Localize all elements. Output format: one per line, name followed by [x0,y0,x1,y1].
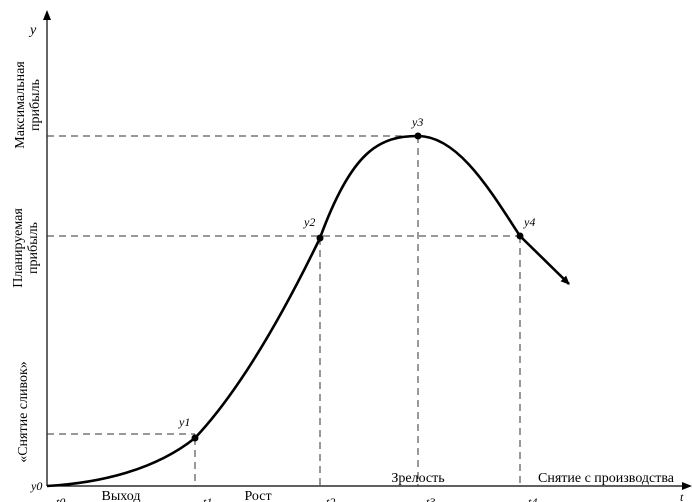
skimming-text: «Снятие сливок» [16,361,31,463]
max-profit-label: Максимальная прибыль [13,61,43,149]
stage-intro-label: Выход [102,489,141,502]
y-axis-label: y [28,23,37,38]
point-y2-label: y2 [303,215,315,229]
stage-maturity-label: Зрелость [391,471,444,486]
stage-growth-label: Рост [244,489,271,502]
point-y2-marker [316,234,324,242]
point-y3-label: y3 [411,115,423,129]
max-profit-line-1: Максимальная [13,61,28,149]
planned-profit-line-2: прибыль [26,222,41,274]
planned-profit-label: Планируемая прибыль [11,208,41,288]
point-y4-marker [516,232,524,240]
t3-label: t3 [426,495,435,502]
point-y3-marker [414,132,422,140]
point-y1-label: y1 [178,415,190,429]
stage-withdrawal-label: Снятие с производства [538,471,675,486]
life-cycle-curve [46,134,522,488]
point-y1-marker [191,434,199,442]
t0-label: t0 [56,495,65,502]
max-profit-line-2: прибыль [28,79,43,131]
x-axis-label: t [680,490,684,502]
decline-arrow [519,235,570,285]
origin-label: y0 [30,479,42,493]
planned-profit-line-1: Планируемая [11,208,26,288]
x-axis-arrow-icon [682,482,692,490]
y-axis-arrow-icon [43,10,51,20]
t1-label: t1 [203,495,212,502]
t2-label: t2 [326,495,335,502]
point-y4-label: y4 [523,215,535,229]
skimming-label: «Снятие сливок» [16,361,31,463]
guide-lines [47,135,521,486]
t4-label: t4 [528,495,537,502]
